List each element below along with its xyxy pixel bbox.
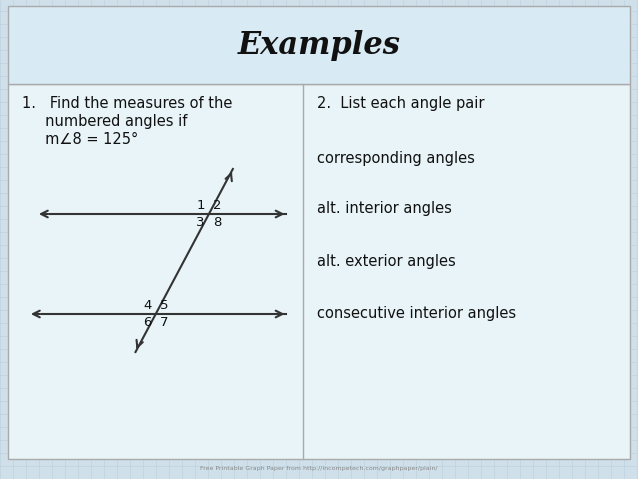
Text: 8: 8: [213, 216, 221, 229]
Text: corresponding angles: corresponding angles: [318, 151, 475, 166]
Text: alt. interior angles: alt. interior angles: [318, 201, 452, 216]
Text: 5: 5: [160, 299, 168, 312]
Text: Free Printable Graph Paper from http://incompetech.com/graphpaper/plain/: Free Printable Graph Paper from http://i…: [200, 466, 438, 471]
Text: 2.  List each angle pair: 2. List each angle pair: [318, 96, 485, 111]
Text: 1.   Find the measures of the: 1. Find the measures of the: [22, 96, 232, 111]
Text: m∠8 = 125°: m∠8 = 125°: [22, 132, 138, 147]
Text: consecutive interior angles: consecutive interior angles: [318, 306, 517, 321]
Bar: [8, 84, 630, 459]
Text: 4: 4: [144, 299, 152, 312]
Bar: [8, 6, 630, 84]
Text: 3: 3: [197, 216, 205, 229]
Text: 7: 7: [160, 316, 168, 329]
Text: alt. exterior angles: alt. exterior angles: [318, 254, 456, 269]
Text: numbered angles if: numbered angles if: [22, 114, 188, 129]
Text: 6: 6: [144, 316, 152, 329]
Text: Examples: Examples: [237, 30, 401, 60]
Text: 1: 1: [197, 199, 205, 212]
Text: 2: 2: [213, 199, 221, 212]
